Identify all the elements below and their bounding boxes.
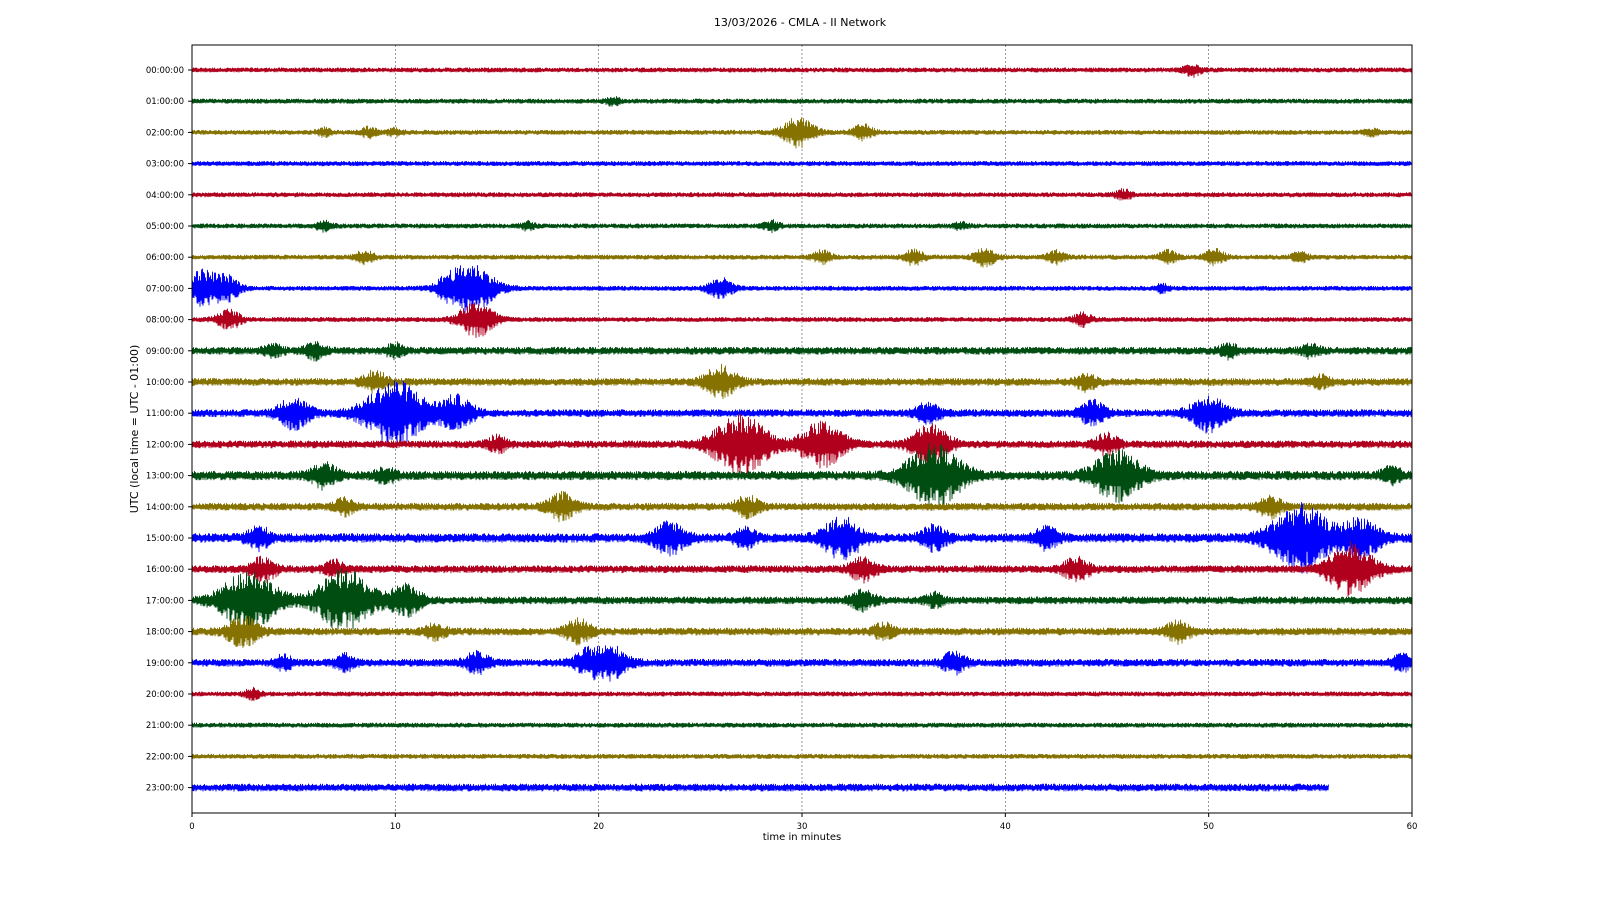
y-tick-label: 17:00:00	[146, 596, 184, 606]
y-tick-label: 16:00:00	[146, 565, 184, 575]
trace-line	[191, 686, 1413, 702]
trace-line	[191, 413, 1413, 477]
y-axis-label: UTC (local time = UTC - 01:00)	[128, 345, 141, 514]
y-tick-label: 23:00:00	[146, 784, 184, 794]
x-tick-label: 50	[1203, 822, 1214, 832]
trace-line	[191, 645, 1413, 682]
x-tick-labels: 0 10 20 30 40 50 60	[189, 813, 1417, 832]
y-tick-label: 14:00:00	[146, 503, 184, 513]
trace-line	[191, 380, 1413, 449]
y-tick-label: 03:00:00	[146, 160, 184, 170]
y-tick-label: 07:00:00	[146, 284, 184, 294]
trace-line	[191, 160, 1413, 167]
y-tick-label: 06:00:00	[146, 253, 184, 263]
y-tick-label: 08:00:00	[146, 316, 184, 326]
y-tick-label: 11:00:00	[146, 409, 184, 419]
trace-line	[191, 64, 1413, 78]
x-tick-label: 60	[1407, 822, 1418, 832]
trace-line	[191, 502, 1413, 574]
trace-line	[191, 615, 1413, 648]
trace-line	[191, 117, 1413, 149]
trace-line	[191, 340, 1413, 362]
x-tick-label: 30	[797, 822, 808, 832]
trace-line	[191, 568, 1413, 632]
trace-line	[191, 96, 1413, 107]
y-tick-label: 02:00:00	[146, 128, 184, 138]
trace-line	[191, 722, 1413, 728]
y-tick-label: 13:00:00	[146, 472, 184, 482]
x-tick-label: 20	[593, 822, 604, 832]
trace-line	[191, 541, 1413, 597]
y-tick-label: 18:00:00	[146, 628, 184, 638]
trace-line	[191, 783, 1329, 792]
y-tick-label: 00:00:00	[146, 66, 184, 76]
y-tick-labels: 00:00:00 01:00:00 02:00:00 03:00:00 04:00:00…	[146, 66, 192, 794]
chart-title: 13/03/2026 - CMLA - II Network	[714, 16, 887, 29]
trace-line	[191, 363, 1413, 400]
trace-line	[191, 753, 1413, 760]
grid-lines	[395, 45, 1209, 813]
y-tick-label: 20:00:00	[146, 690, 184, 700]
trace-line	[191, 443, 1413, 508]
trace-line	[191, 247, 1413, 268]
y-tick-label: 22:00:00	[146, 752, 184, 762]
x-tick-label: 40	[1000, 822, 1011, 832]
trace-line	[191, 490, 1413, 523]
x-tick-label: 10	[390, 822, 401, 832]
trace-line	[191, 302, 1413, 339]
y-tick-label: 01:00:00	[146, 97, 184, 107]
trace-line	[191, 219, 1413, 234]
x-axis-label: time in minutes	[763, 832, 842, 843]
y-tick-label: 21:00:00	[146, 721, 184, 731]
y-tick-label: 09:00:00	[146, 347, 184, 357]
y-tick-label: 05:00:00	[146, 222, 184, 232]
y-tick-label: 19:00:00	[146, 659, 184, 669]
seismic-traces	[191, 64, 1413, 792]
y-tick-label: 10:00:00	[146, 378, 184, 388]
trace-line	[191, 265, 1413, 314]
y-tick-label: 12:00:00	[146, 440, 184, 450]
y-tick-label: 04:00:00	[146, 191, 184, 201]
x-tick-label: 0	[189, 822, 194, 832]
trace-line	[191, 188, 1413, 201]
y-tick-label: 15:00:00	[146, 534, 184, 544]
